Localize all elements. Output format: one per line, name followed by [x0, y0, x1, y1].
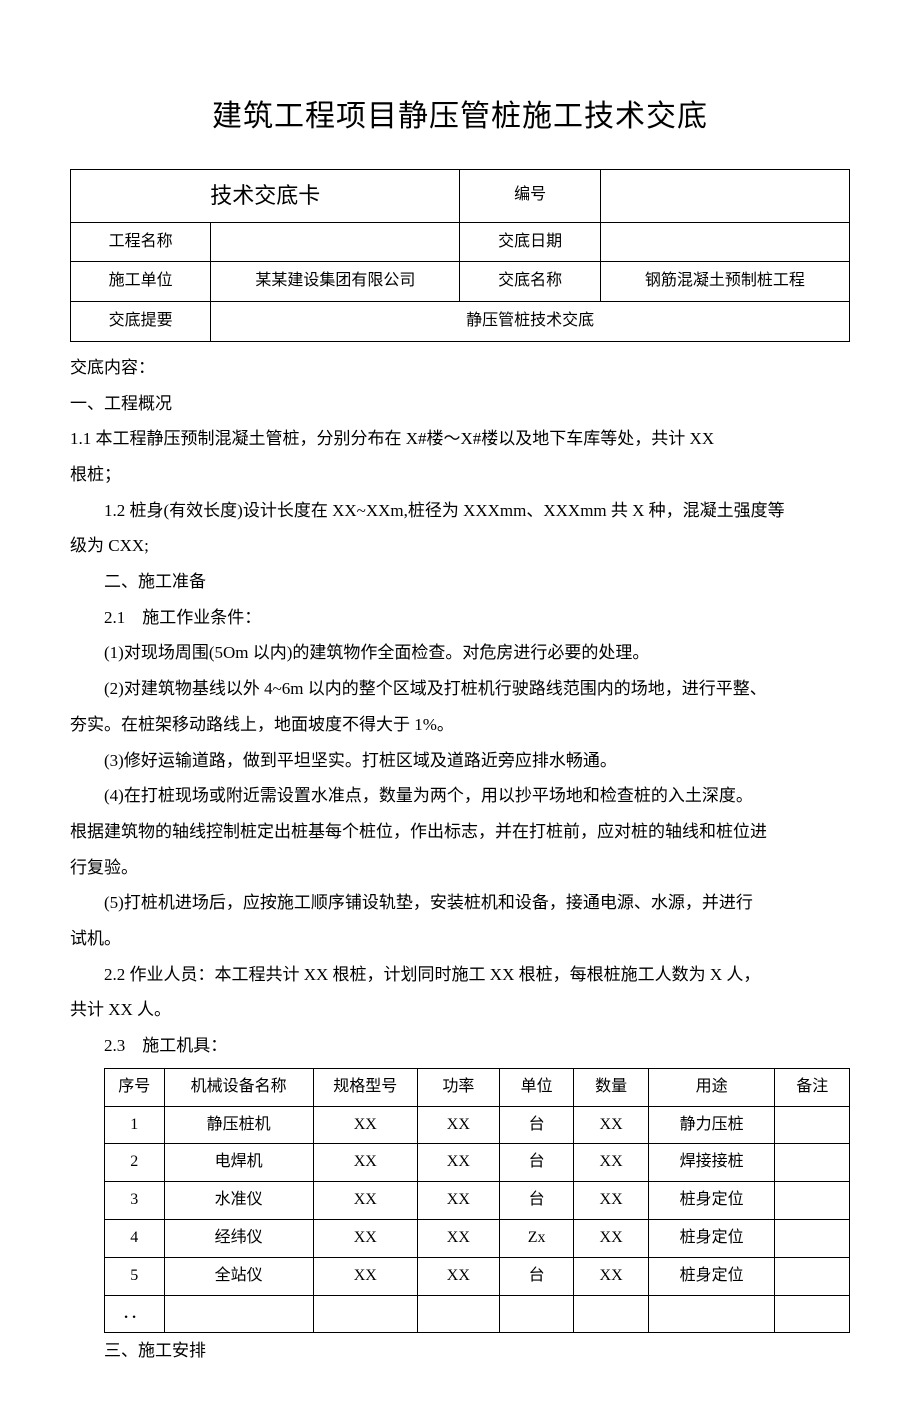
table-cell: 5 — [105, 1257, 165, 1295]
table-cell: 全站仪 — [164, 1257, 313, 1295]
construction-unit-label: 施工单位 — [71, 262, 211, 302]
table-cell: XX — [574, 1144, 649, 1182]
table-cell: XX — [417, 1182, 499, 1220]
table-cell: 水准仪 — [164, 1182, 313, 1220]
content-label: 交底内容： — [70, 350, 850, 386]
table-cell: 台 — [499, 1257, 574, 1295]
table-row: 3水准仪XXXX台XX桩身定位 — [105, 1182, 850, 1220]
paragraph-2-1-4a: (4)在打桩现场或附近需设置水准点，数量为两个，用以抄平场地和检查桩的入土深度。 — [70, 778, 850, 814]
table-cell: XX — [313, 1219, 417, 1257]
table-cell — [775, 1182, 850, 1220]
paragraph-1-1a: 1.1 本工程静压预制混凝土管桩，分别分布在 X#楼～X#楼以及地下车库等处，共… — [70, 421, 850, 457]
paragraph-1-2b: 级为 CXX; — [70, 528, 850, 564]
paragraph-2-1-4b: 根据建筑物的轴线控制桩定出桩基每个桩位，作出标志，并在打桩前，应对桩的轴线和桩位… — [70, 814, 850, 850]
col-spec: 规格型号 — [313, 1068, 417, 1106]
table-cell: 3 — [105, 1182, 165, 1220]
table-cell: 电焊机 — [164, 1144, 313, 1182]
disclosure-name-value: 钢筋混凝土预制桩工程 — [600, 262, 849, 302]
table-cell: XX — [574, 1106, 649, 1144]
table-cell — [775, 1257, 850, 1295]
table-row: 4经纬仪XXXXZxXX桩身定位 — [105, 1219, 850, 1257]
table-cell: 桩身定位 — [648, 1219, 775, 1257]
table-cell: XX — [313, 1144, 417, 1182]
construction-unit-value: 某某建设集团有限公司 — [211, 262, 460, 302]
document-title: 建筑工程项目静压管桩施工技术交底 — [70, 90, 850, 144]
paragraph-2-1: 2.1 施工作业条件： — [70, 600, 850, 636]
equipment-table: 序号 机械设备名称 规格型号 功率 单位 数量 用途 备注 1静压桩机XXXX台… — [104, 1068, 850, 1334]
table-cell: XX — [313, 1257, 417, 1295]
table-row: 1静压桩机XXXX台XX静力压桩 — [105, 1106, 850, 1144]
col-seq: 序号 — [105, 1068, 165, 1106]
table-cell: 静压桩机 — [164, 1106, 313, 1144]
col-name: 机械设备名称 — [164, 1068, 313, 1106]
date-value — [600, 222, 849, 262]
table-cell: 桩身定位 — [648, 1182, 775, 1220]
table-cell: XX — [574, 1257, 649, 1295]
table-cell: 焊接接桩 — [648, 1144, 775, 1182]
paragraph-2-1-2b: 夯实。在桩架移动路线上，地面坡度不得大于 1%。 — [70, 707, 850, 743]
table-row: 5全站仪XXXX台XX桩身定位 — [105, 1257, 850, 1295]
table-cell: XX — [417, 1257, 499, 1295]
disclosure-name-label: 交底名称 — [460, 262, 600, 302]
table-cell: 台 — [499, 1144, 574, 1182]
table-cell: 桩身定位 — [648, 1257, 775, 1295]
table-cell: XX — [574, 1219, 649, 1257]
paragraph-2-3: 2.3 施工机具： — [70, 1028, 850, 1064]
table-cell: Zx — [499, 1219, 574, 1257]
table-cell: 台 — [499, 1182, 574, 1220]
card-title-cell: 技术交底卡 — [71, 170, 460, 223]
table-cell — [775, 1144, 850, 1182]
project-name-value — [211, 222, 460, 262]
header-info-table: 技术交底卡 编号 工程名称 交底日期 施工单位 某某建设集团有限公司 交底名称 … — [70, 169, 850, 342]
paragraph-2-1-5b: 试机。 — [70, 921, 850, 957]
project-name-label: 工程名称 — [71, 222, 211, 262]
section-3-title: 三、施工安排 — [70, 1333, 850, 1369]
table-cell: 2 — [105, 1144, 165, 1182]
equipment-table-header-row: 序号 机械设备名称 规格型号 功率 单位 数量 用途 备注 — [105, 1068, 850, 1106]
summary-value: 静压管桩技术交底 — [211, 302, 850, 342]
date-label: 交底日期 — [460, 222, 600, 262]
col-power: 功率 — [417, 1068, 499, 1106]
table-cell: XX — [313, 1106, 417, 1144]
paragraph-2-2b: 共计 XX 人。 — [70, 992, 850, 1028]
table-cell — [775, 1219, 850, 1257]
table-cell: XX — [313, 1182, 417, 1220]
table-cell — [775, 1106, 850, 1144]
paragraph-1-1b: 根桩； — [70, 457, 850, 493]
table-cell: 4 — [105, 1219, 165, 1257]
table-cell: XX — [417, 1106, 499, 1144]
col-unit: 单位 — [499, 1068, 574, 1106]
table-cell: XX — [417, 1144, 499, 1182]
col-note: 备注 — [775, 1068, 850, 1106]
table-row: 2电焊机XXXX台XX焊接接桩 — [105, 1144, 850, 1182]
paragraph-1-2a: 1.2 桩身(有效长度)设计长度在 XX~XXm,桩径为 XXXmm、XXXmm… — [70, 493, 850, 529]
table-cell: XX — [574, 1182, 649, 1220]
content-body: 交底内容： 一、工程概况 1.1 本工程静压预制混凝土管桩，分别分布在 X#楼～… — [70, 350, 850, 1369]
summary-label: 交底提要 — [71, 302, 211, 342]
table-cell: 1 — [105, 1106, 165, 1144]
paragraph-2-1-2a: (2)对建筑物基线以外 4~6m 以内的整个区域及打桩机行驶路线范围内的场地，进… — [70, 671, 850, 707]
col-qty: 数量 — [574, 1068, 649, 1106]
col-use: 用途 — [648, 1068, 775, 1106]
table-cell: 经纬仪 — [164, 1219, 313, 1257]
section-1-title: 一、工程概况 — [70, 386, 850, 422]
table-cell: 台 — [499, 1106, 574, 1144]
paragraph-2-1-1: (1)对现场周围(5Om 以内)的建筑物作全面检查。对危房进行必要的处理。 — [70, 635, 850, 671]
paragraph-2-1-4c: 行复验。 — [70, 850, 850, 886]
table-cell: 静力压桩 — [648, 1106, 775, 1144]
paragraph-2-1-5a: (5)打桩机进场后，应按施工顺序铺设轨垫，安装桩机和设备，接通电源、水源，并进行 — [70, 885, 850, 921]
paragraph-2-1-3: (3)修好运输道路，做到平坦坚实。打桩区域及道路近旁应排水畅通。 — [70, 743, 850, 779]
number-label: 编号 — [460, 170, 600, 223]
number-value — [600, 170, 849, 223]
section-2-title: 二、施工准备 — [70, 564, 850, 600]
paragraph-2-2a: 2.2 作业人员：本工程共计 XX 根桩，计划同时施工 XX 根桩，每根桩施工人… — [70, 957, 850, 993]
table-cell: XX — [417, 1219, 499, 1257]
